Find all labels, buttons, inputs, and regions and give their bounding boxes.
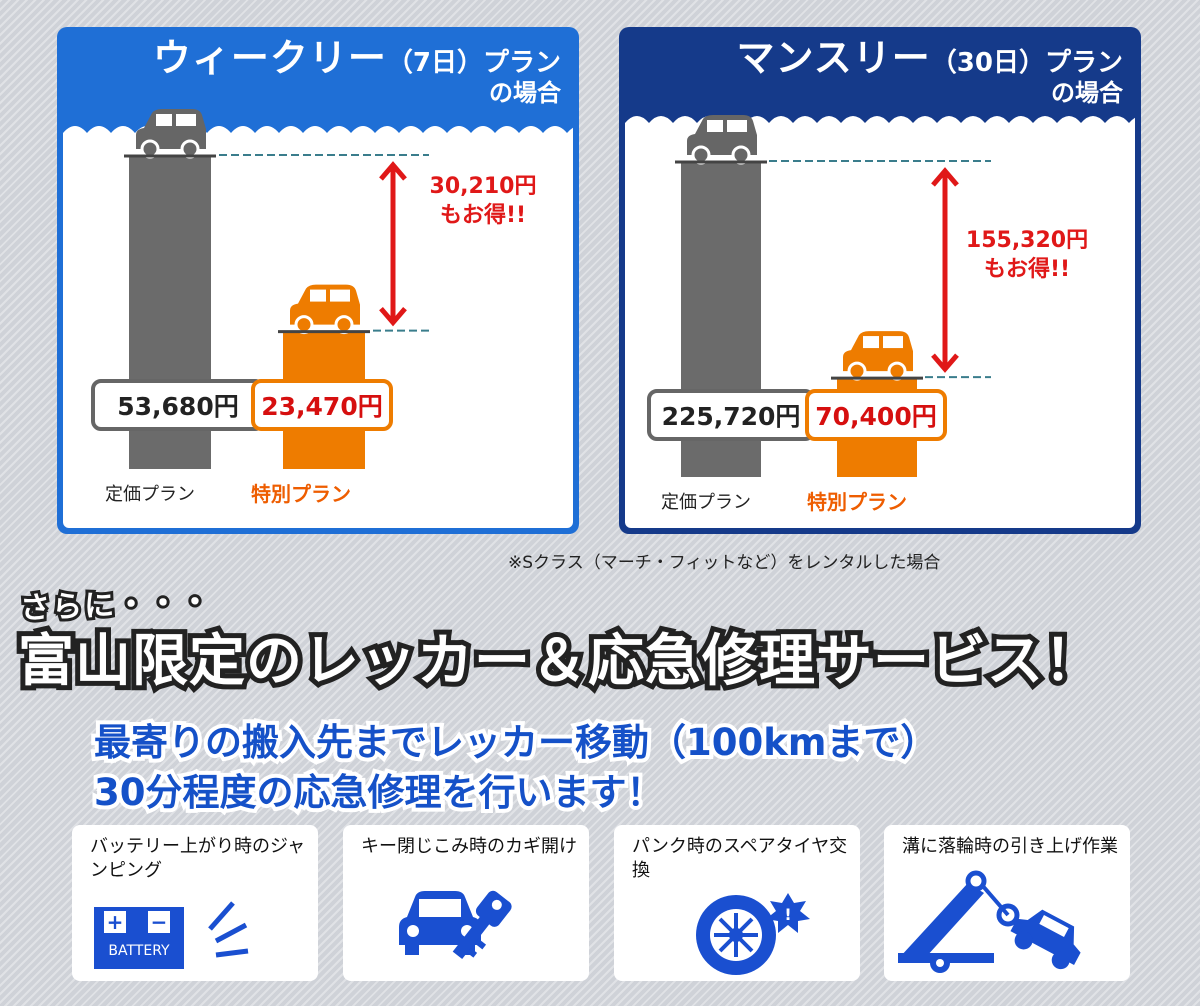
subline-tow: 最寄りの搬入先までレッカー移動（100kmまで） — [90, 717, 941, 768]
monthly-saving-amount: 155,320円 — [965, 228, 1089, 253]
footnote: ※Sクラス（マーチ・フィットなど）をレンタルした場合 — [508, 553, 941, 573]
monthly-title-case: の場合 — [1051, 79, 1123, 107]
weekly-saving-amount: 30,210円 — [429, 174, 537, 199]
weekly-saving-note: もお得!! — [439, 202, 527, 228]
service-card-tire: パンク時のスペアタイヤ交換 ! — [614, 825, 860, 981]
monthly-saving: 155,320円 もお得!! — [957, 227, 1097, 284]
weekly-title: ウィークリー（7日）プラン の場合 — [153, 39, 561, 105]
subline-repair: 30分程度の応急修理を行います！ — [90, 767, 667, 818]
service-card-tow: 溝に落輪時の引き上げ作業 — [884, 825, 1130, 981]
weekly-regular-label: 定価プラン — [105, 484, 195, 505]
weekly-title-main: ウィークリー — [152, 36, 387, 80]
monthly-title: マンスリー（30日）プラン の場合 — [737, 39, 1123, 105]
monthly-title-plan: プラン — [1044, 48, 1123, 78]
saving-arrow-head-bottom — [379, 306, 407, 327]
weekly-title-days: （7日） — [386, 48, 483, 78]
service-card-key: キー閉じこみ時のカギ開け — [343, 825, 589, 981]
weekly-special-label: 特別プラン — [251, 482, 351, 506]
weekly-regular-value: 53,680円 — [91, 379, 265, 431]
weekly-title-case: の場合 — [489, 79, 561, 107]
monthly-saving-note: もお得!! — [983, 256, 1071, 282]
regular-car-icon — [675, 115, 767, 165]
headline: 富山限定のレッカー＆応急修理サービス！ — [13, 624, 1105, 699]
car-key-icon — [399, 890, 512, 960]
service-title: 溝に落輪時の引き上げ作業 — [902, 836, 1118, 857]
weekly-plan-panel: ウィークリー（7日）プラン の場合 53,680円 23,470円 定価プラン … — [57, 27, 579, 534]
saving-arrow-head-top — [931, 167, 959, 187]
weekly-saving: 30,210円 もお得!! — [413, 173, 553, 230]
svg-text:+: + — [107, 910, 124, 934]
saving-arrow-head-top — [379, 161, 407, 181]
battery-text: BATTERY — [108, 943, 170, 959]
svg-text:!: ! — [784, 905, 791, 924]
tow-truck-icon — [898, 870, 1081, 973]
monthly-regular-value: 225,720円 — [647, 389, 815, 441]
service-title: バッテリー上がり時のジャンピング — [90, 836, 306, 882]
monthly-regular-label: 定価プラン — [661, 492, 751, 513]
service-card-battery: バッテリー上がり時のジャンピング + − BATTERY — [72, 825, 318, 981]
weekly-special-value: 23,470円 — [251, 379, 393, 431]
tire-icon: ! — [696, 893, 810, 975]
monthly-plan-panel: マンスリー（30日）プラン の場合 225,720円 70,400円 定価プラン… — [619, 27, 1141, 534]
special-car-icon — [831, 331, 923, 381]
monthly-title-days: （30日） — [930, 48, 1045, 78]
special-car-icon — [278, 284, 370, 335]
battery-icon: + − BATTERY — [94, 901, 249, 969]
monthly-special-value: 70,400円 — [805, 389, 947, 441]
svg-text:−: − — [151, 910, 168, 934]
monthly-title-main: マンスリー — [736, 36, 931, 80]
weekly-chart-area — [63, 33, 573, 528]
saving-arrow-head-bottom — [931, 353, 959, 373]
weekly-title-plan: プラン — [482, 48, 561, 78]
weekly-bar-chart — [63, 109, 573, 528]
service-title: パンク時のスペアタイヤ交換 — [632, 836, 848, 882]
service-title: キー閉じこみ時のカギ開け — [361, 836, 577, 857]
monthly-special-label: 特別プラン — [807, 490, 907, 514]
regular-car-icon — [124, 109, 216, 159]
